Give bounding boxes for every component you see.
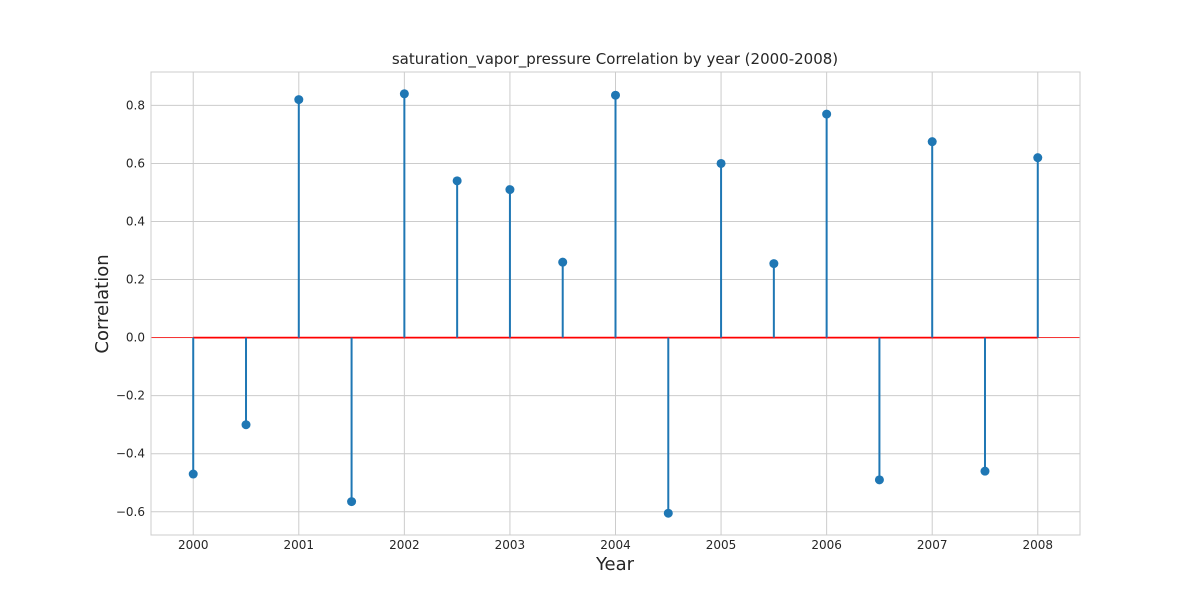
markers	[188, 89, 1043, 518]
stem-marker	[188, 469, 198, 479]
x-tick-label: 2006	[811, 538, 842, 552]
x-tick-label: 2005	[706, 538, 737, 552]
stem-marker	[980, 466, 990, 476]
y-tick-label: −0.6	[116, 505, 145, 519]
stem-marker	[505, 185, 515, 195]
axes-frame	[150, 71, 1081, 536]
stem-marker	[347, 497, 357, 507]
stem-marker	[769, 259, 779, 269]
x-tick-label: 2001	[284, 538, 315, 552]
stem-marker	[611, 90, 620, 100]
y-axis-label: Correlation	[92, 254, 113, 353]
stem-marker	[927, 137, 937, 147]
y-tick-label: 0.6	[126, 156, 145, 170]
stem-marker	[822, 109, 832, 119]
x-tick-label: 2000	[178, 538, 209, 552]
stem-marker	[399, 89, 409, 99]
y-tick-label: 0.4	[126, 214, 145, 228]
y-tick-label: −0.2	[116, 389, 145, 403]
stem-marker	[558, 257, 568, 267]
x-tick-label: 2008	[1022, 538, 1053, 552]
x-tick-labels: 2000 2001 2002 2003 2004 2005 2006 2007 2008	[178, 538, 1053, 552]
stem-marker	[1033, 153, 1043, 163]
stems	[192, 93, 1039, 514]
stem-marker	[874, 475, 884, 485]
y-tick-label: −0.4	[116, 447, 145, 461]
y-tick-labels: −0.6 −0.4 −0.2 0.0 0.2 0.4 0.6 0.8	[116, 98, 145, 518]
y-tick-label: 0.0	[126, 331, 145, 345]
x-tick-label: 2007	[917, 538, 948, 552]
x-tick-label: 2002	[389, 538, 420, 552]
stem-marker	[294, 95, 304, 105]
x-tick-label: 2004	[600, 538, 631, 552]
y-tick-label: 0.2	[126, 273, 145, 287]
chart-title: saturation_vapor_pressure Correlation by…	[392, 50, 838, 69]
stem-marker	[452, 176, 462, 186]
stem-marker	[663, 508, 673, 518]
y-tick-label: 0.8	[126, 98, 145, 112]
stem-marker	[716, 158, 726, 168]
stem-marker	[241, 420, 251, 430]
x-axis-label: Year	[595, 554, 635, 575]
x-tick-label: 2003	[495, 538, 526, 552]
